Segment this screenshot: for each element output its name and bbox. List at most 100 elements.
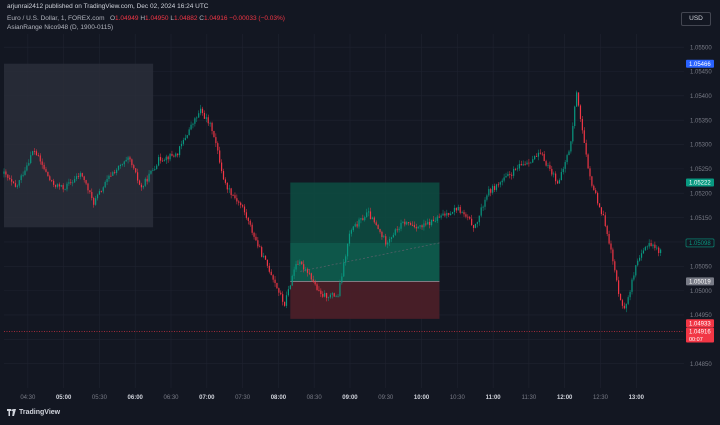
indicator-legend[interactable]: AsianRange Nico948 (D, 1900-0115) [7, 24, 114, 31]
candle-body [556, 181, 559, 184]
candle-body [144, 178, 146, 186]
currency-button[interactable]: USD [681, 12, 711, 26]
candle-body [163, 160, 165, 162]
candle-body [488, 189, 490, 196]
candle-body [484, 199, 486, 207]
candle-body [522, 164, 524, 166]
candle-body [299, 261, 301, 265]
candle-body [64, 189, 66, 191]
candle-body [312, 279, 314, 282]
candle-body [616, 270, 618, 281]
candle-body [486, 195, 488, 200]
candle-body [81, 173, 83, 177]
candle-body [314, 281, 316, 285]
candle-body [493, 186, 496, 190]
candle-body [329, 294, 331, 298]
candle-body [222, 171, 225, 180]
price-badge-label: 1.04933 [689, 321, 711, 327]
price-tick-label: 1.05150 [690, 216, 712, 222]
candle-body [211, 122, 213, 132]
candle-body [24, 170, 26, 175]
candle-body [514, 168, 517, 170]
price-badge [686, 327, 714, 343]
price-tick-label: 1.05350 [690, 118, 712, 124]
candle-body [537, 152, 540, 157]
candle-body [587, 154, 589, 169]
time-tick-label: 11:00 [486, 395, 502, 401]
candle-body [518, 164, 520, 169]
candle-body [87, 183, 89, 191]
candle-body [545, 161, 547, 166]
candle-body [543, 153, 545, 162]
footer: TradingView [0, 406, 720, 420]
candle-body [627, 297, 629, 304]
candle-body [121, 164, 123, 166]
close-label: C [199, 15, 204, 22]
time-tick-label: 13:00 [629, 395, 645, 401]
candle-body [602, 214, 604, 216]
candle-body [236, 198, 238, 202]
candle-body [35, 151, 38, 156]
candle-body [343, 262, 345, 277]
candle-body [421, 225, 423, 228]
candle-body [70, 182, 72, 184]
candle-body [375, 222, 377, 226]
candle-body [306, 269, 309, 273]
candle-body [16, 185, 18, 187]
candle-body [45, 169, 47, 172]
candle-body [53, 180, 55, 185]
price-tick-label: 1.04950 [690, 313, 712, 319]
candle-body [100, 191, 102, 192]
candle-body [270, 271, 272, 276]
candle-body [482, 206, 484, 208]
candle-body [241, 205, 244, 207]
candle-body [138, 180, 141, 185]
candle-body [408, 222, 410, 224]
time-tick-label: 12:30 [593, 395, 609, 401]
candle-body [625, 303, 627, 309]
candle-body [406, 222, 408, 225]
candle-body [259, 246, 261, 248]
candle-body [28, 163, 30, 166]
candle-body [177, 153, 179, 156]
candle-body [32, 151, 34, 156]
candle-body [310, 273, 312, 280]
candle-body [9, 177, 11, 180]
candle-body [261, 247, 263, 257]
low-value: 1.04882 [173, 15, 198, 22]
candle-body [369, 211, 372, 219]
candle-body [98, 191, 101, 195]
candle-body [436, 216, 438, 221]
candle-body [49, 176, 51, 181]
publisher-line: arjunrai2412 published on TradingView.co… [7, 3, 209, 10]
candle-body [585, 142, 587, 155]
candle-body [161, 160, 164, 162]
candle-body [152, 169, 154, 171]
candle-body [516, 168, 519, 170]
candle-body [474, 223, 477, 228]
candle-body [658, 247, 660, 254]
candle-body [503, 177, 505, 181]
candle-body [553, 173, 555, 175]
candle-body [591, 176, 593, 186]
candle-body [318, 289, 320, 291]
time-tick-label: 04:30 [20, 395, 36, 401]
candle-body [610, 243, 612, 250]
candle-body [18, 180, 20, 186]
loss-zone [290, 281, 440, 319]
candle-body [346, 243, 349, 257]
candle-body [255, 236, 257, 241]
countdown-label: 00:07 [689, 337, 703, 343]
candle-body [499, 182, 501, 185]
candle-body [106, 178, 108, 182]
candle-body [507, 173, 509, 177]
candle-body [555, 173, 557, 182]
candle-body [385, 236, 387, 245]
candle-body [135, 168, 137, 173]
candle-body [356, 224, 358, 227]
candle-body [219, 150, 221, 163]
time-axis: 04:30 05:00 05:30 06:00 06:30 07:00 07:30 08:00… [20, 395, 644, 401]
candle-body [457, 207, 459, 211]
